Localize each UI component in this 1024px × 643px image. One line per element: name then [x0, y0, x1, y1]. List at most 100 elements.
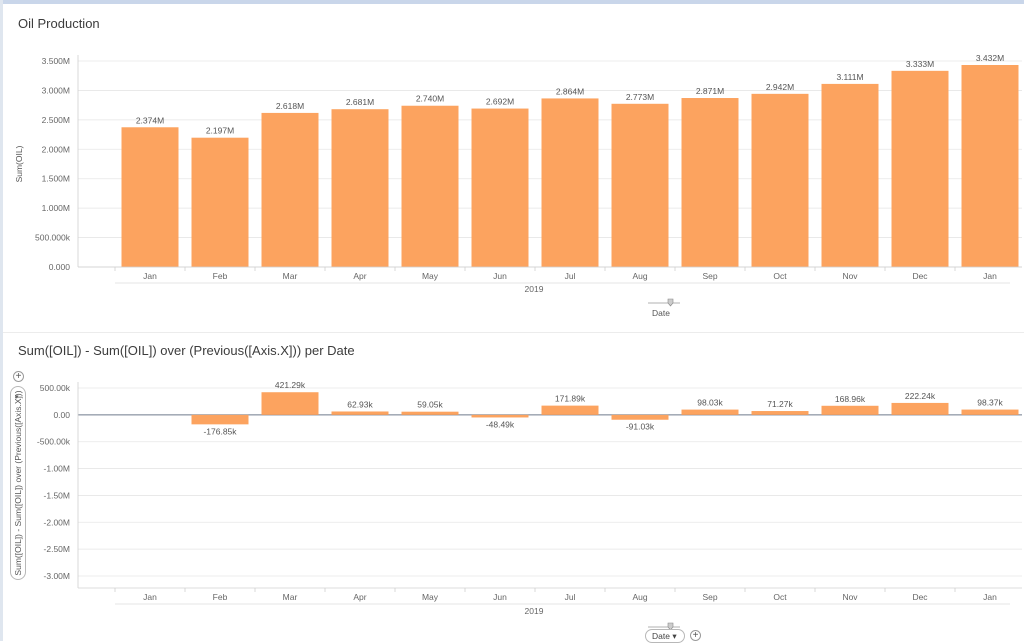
chart1-bar — [751, 93, 809, 267]
chart2-data-label: 59.05k — [417, 400, 443, 410]
chart2-bar — [471, 414, 529, 418]
chart2-y-tick-label: 0.00 — [53, 410, 70, 420]
chart2-x-axis-label: Date — [652, 631, 670, 641]
chart2-data-label: -176.85k — [203, 426, 237, 436]
chart1-x-tick-label: Jan — [983, 271, 997, 281]
chart1-bar — [541, 98, 599, 268]
chart1-title: Oil Production — [18, 16, 100, 31]
chart1-data-label: 3.432M — [976, 53, 1004, 63]
chart2-data-label: 71.27k — [767, 399, 793, 409]
chart1-data-label: 2.942M — [766, 82, 794, 92]
chart1-data-label: 2.871M — [696, 86, 724, 96]
panel-separator — [3, 332, 1024, 333]
chart1-data-label: 2.618M — [276, 101, 304, 111]
chart2-bar — [401, 411, 459, 415]
chart2-bar — [541, 405, 599, 415]
chart1-x-tick-label: Dec — [912, 271, 928, 281]
chart2-bar — [681, 409, 739, 415]
chart2-x-tick-label: Jan — [983, 592, 997, 602]
chart1-x-tick-label: Jul — [565, 271, 576, 281]
chart2-data-label: 168.96k — [835, 394, 866, 404]
chart1-x-tick-label: Aug — [632, 271, 647, 281]
chart2-x-tick-label: Sep — [702, 592, 717, 602]
chart1-bar — [401, 105, 459, 267]
chart2-data-label: -48.49k — [486, 419, 515, 429]
chart2-x-tick-label: Aug — [632, 592, 647, 602]
chart2-x-tick-label: Jul — [565, 592, 576, 602]
chart1-bar — [961, 65, 1019, 267]
add-x-axis-button[interactable]: + — [690, 630, 701, 641]
chart1-x-group-label: 2019 — [525, 284, 544, 294]
chart1-x-tick-label: Nov — [842, 271, 858, 281]
chart1-data-label: 3.333M — [906, 59, 934, 69]
y-axis-selector-label: Sum([OIL]) - Sum([OIL]) over (Previous([… — [13, 390, 23, 576]
chart1-x-tick-label: Apr — [353, 271, 366, 281]
chart2-x-tick-label: Feb — [213, 592, 228, 602]
chart1-data-label: 2.864M — [556, 86, 584, 96]
chart1-y-tick-label: 1.500M — [42, 174, 70, 184]
chart2-x-tick-label: Oct — [773, 592, 787, 602]
chart2-data-label: 171.89k — [555, 394, 586, 404]
chart1-bar — [471, 108, 529, 267]
chart1-x-tick-label: Jan — [143, 271, 157, 281]
chart2-x-tick-label: Mar — [283, 592, 298, 602]
chart1-x-tick-label: May — [422, 271, 439, 281]
chart1-bar — [681, 98, 739, 267]
chart1-bar — [611, 103, 669, 267]
chart1-x-tick-label: Oct — [773, 271, 787, 281]
chart2-y-tick-label: -1.50M — [44, 490, 70, 500]
chart1-x-zoom-handle-icon — [667, 298, 674, 307]
chart2-data-label: 222.24k — [905, 391, 936, 401]
chart2-data-label: 98.03k — [697, 398, 723, 408]
chart1-x-tick-label: Feb — [213, 271, 228, 281]
chart2-data-label: 98.37k — [977, 398, 1003, 408]
chart1-x-axis-selector[interactable]: Date — [652, 308, 670, 318]
chart2-y-tick-label: -500.00k — [37, 437, 71, 447]
chart2-x-tick-label: Dec — [912, 592, 928, 602]
chart2-x-tick-label: Apr — [353, 592, 366, 602]
chart2-x-tick-label: Jan — [143, 592, 157, 602]
chart2-y-tick-label: -2.50M — [44, 544, 70, 554]
chart2-y-tick-label: 500.00k — [40, 383, 71, 393]
chart1-data-label: 2.773M — [626, 92, 654, 102]
chart2-y-tick-label: -2.00M — [44, 517, 70, 527]
chart2-bar — [191, 414, 249, 425]
window-top-border — [0, 0, 1024, 4]
chart2-data-label: 62.93k — [347, 399, 373, 409]
add-y-axis-button[interactable]: + — [13, 371, 24, 382]
chart1-bar — [261, 112, 319, 267]
chart1-y-tick-label: 0.000 — [49, 262, 71, 272]
chart1-bar — [191, 137, 249, 267]
y-axis-selector[interactable]: ▾ Sum([OIL]) - Sum([OIL]) over (Previous… — [10, 386, 26, 580]
chart2-x-group-label: 2019 — [525, 606, 544, 616]
chart2-data-label: 421.29k — [275, 380, 306, 390]
chart1-data-label: 2.197M — [206, 126, 234, 136]
chart1-bar — [891, 70, 949, 268]
chart1-y-tick-label: 2.500M — [42, 115, 70, 125]
chart2-bar — [611, 414, 669, 420]
chart2-x-zoom-handle-icon — [667, 622, 674, 631]
chart1-x-tick-label: Mar — [283, 271, 298, 281]
dropdown-caret-icon: ▾ — [672, 631, 677, 641]
chart1-data-label: 3.111M — [836, 72, 863, 82]
chart1-bar — [121, 127, 179, 268]
chart1-data-label: 2.374M — [136, 115, 164, 125]
window-left-border — [0, 0, 3, 641]
chart2-x-tick-label: May — [422, 592, 439, 602]
chart2-bar — [331, 411, 389, 415]
chart1-bar — [331, 109, 389, 267]
chart2-bar — [961, 409, 1019, 415]
chart2-bar — [261, 392, 319, 415]
chart1-x-tick-label: Jun — [493, 271, 507, 281]
chart1-y-tick-label: 2.000M — [42, 144, 70, 154]
chart1-bar — [821, 83, 879, 267]
chart2-data-label: -91.03k — [626, 422, 655, 432]
chart1-x-tick-label: Sep — [702, 271, 717, 281]
chart2-x-tick-label: Nov — [842, 592, 858, 602]
dropdown-caret-icon: ▾ — [15, 394, 19, 401]
chart1-data-label: 2.681M — [346, 97, 374, 107]
chart2-bar — [891, 402, 949, 415]
chart2-y-tick-label: -1.00M — [44, 464, 70, 474]
chart2-title: Sum([OIL]) - Sum([OIL]) over (Previous([… — [18, 343, 355, 358]
